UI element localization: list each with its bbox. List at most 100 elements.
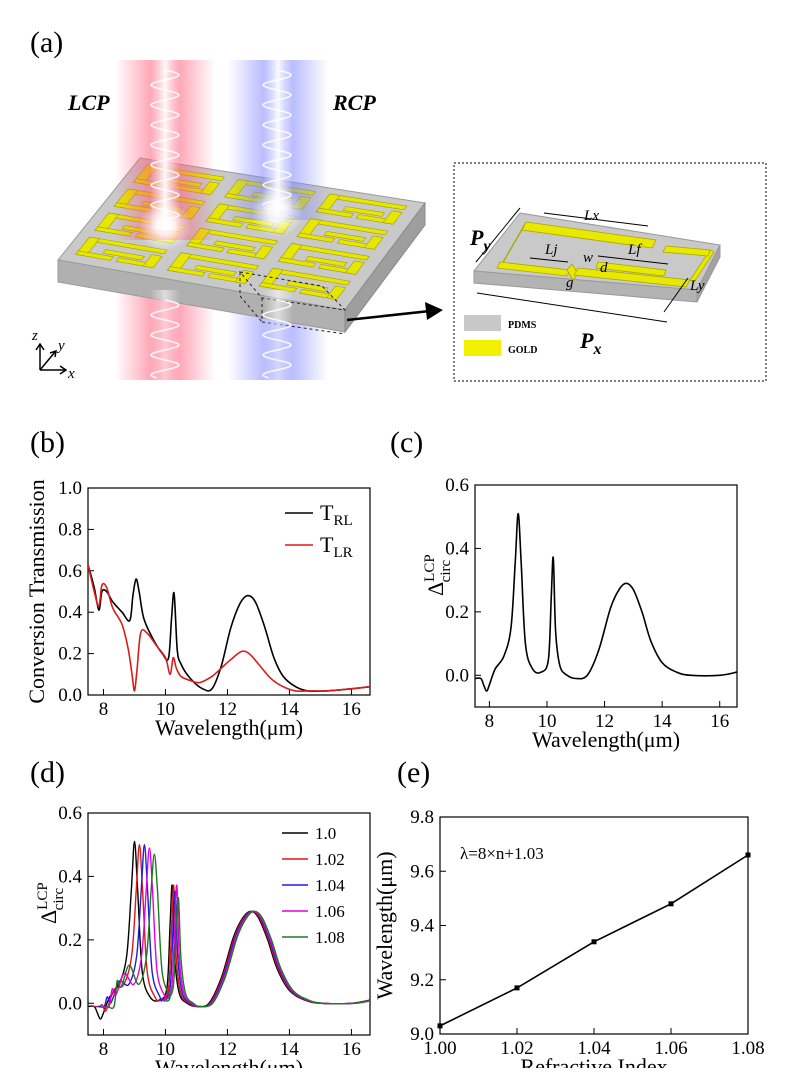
gold-bar bbox=[285, 280, 329, 292]
x-tick-label: 1.02 bbox=[500, 1038, 533, 1059]
gold-bar bbox=[75, 250, 114, 261]
x-tick-label: 16 bbox=[710, 711, 729, 732]
series-line-1-04 bbox=[97, 843, 370, 1008]
x-tick-label: 8 bbox=[99, 699, 109, 720]
legend-label-lr: TLR bbox=[320, 532, 353, 561]
x-tick-label: 1.00 bbox=[423, 1038, 456, 1059]
gold-bar bbox=[296, 232, 336, 243]
x-axis-label: Wavelength(μm) bbox=[155, 715, 303, 740]
plot-frame bbox=[474, 484, 738, 708]
panel-a: (a) LCP RCP bbox=[30, 26, 767, 382]
x-tick-label: 1.08 bbox=[731, 1038, 764, 1059]
x-tick-label: 1.04 bbox=[577, 1038, 611, 1059]
y-tick-label: 0.2 bbox=[58, 644, 82, 665]
gold-bar bbox=[166, 266, 206, 277]
legend-pdms-label: PDMS bbox=[508, 320, 537, 331]
gold-bar bbox=[213, 240, 256, 252]
x-tick-label: 12 bbox=[218, 1039, 237, 1060]
y-tick-label: 0.0 bbox=[58, 993, 82, 1014]
rcp-beam-core-lower bbox=[263, 290, 293, 380]
y-tick-label: 0.8 bbox=[58, 519, 82, 540]
dim-px: Px bbox=[579, 328, 601, 358]
x-tick-label: 14 bbox=[280, 699, 300, 720]
y-tick-label: 0.6 bbox=[445, 475, 469, 496]
dim-g: g bbox=[566, 275, 574, 291]
helix-path bbox=[262, 299, 292, 379]
data-point bbox=[591, 939, 597, 945]
x-tick-label: 16 bbox=[342, 1039, 361, 1060]
series-line-lr bbox=[88, 564, 370, 692]
gold-bar bbox=[194, 265, 237, 277]
zoom-arrow-line bbox=[346, 309, 431, 322]
lcp-label: LCP bbox=[67, 90, 110, 115]
chart-e: 1.00 1.02 1.04 1.06 1.08 9.0 9.2 9.4 9.6 9.8 Refra… bbox=[372, 756, 765, 1073]
gold-bar bbox=[253, 245, 274, 260]
x-tick-label: 12 bbox=[595, 711, 614, 732]
y-tick-label: 0.4 bbox=[445, 538, 469, 559]
data-point bbox=[437, 1023, 443, 1029]
legend-label-1-08: 1.08 bbox=[315, 928, 345, 947]
chart-d: 8 10 12 14 16 0.0 0.2 0.4 0.6 Wavelength(μm) (d) ΔL… bbox=[30, 756, 371, 1073]
y-tick-label: 0.6 bbox=[58, 803, 82, 824]
dim-w: w bbox=[583, 250, 593, 266]
y-tick-label: 0.0 bbox=[445, 665, 469, 686]
y-tick-label: 9.6 bbox=[410, 861, 434, 882]
legend-gold-label: GOLD bbox=[508, 345, 537, 356]
chart-c: 8 10 12 14 16 0.0 0.2 0.4 0.6 Wavelength(μm) (c) ΔL… bbox=[390, 426, 738, 752]
y-tick-label: 9.0 bbox=[410, 1024, 434, 1045]
dim-lx: Lx bbox=[583, 208, 599, 224]
fit-annotation: λ=8×n+1.03 bbox=[460, 844, 544, 863]
panel-label: (c) bbox=[390, 426, 423, 459]
dim-lj: Lj bbox=[544, 242, 558, 258]
lcp-beam-core-lower bbox=[150, 290, 180, 380]
gold-bar bbox=[142, 254, 163, 269]
x-axis-label: Wavelength(μm) bbox=[155, 1055, 303, 1068]
x-tick-label: 8 bbox=[99, 1039, 109, 1060]
gold-bar bbox=[342, 206, 386, 217]
x-tick-label: 10 bbox=[156, 699, 175, 720]
gold-bar bbox=[277, 257, 317, 268]
series-line bbox=[475, 512, 737, 692]
panel-a-label: (a) bbox=[30, 26, 63, 59]
x-tick-label: 14 bbox=[653, 711, 673, 732]
rcp-helix bbox=[262, 69, 292, 379]
data-point bbox=[668, 901, 674, 907]
gold-bar bbox=[382, 210, 403, 225]
y-tick-label: 0.4 bbox=[58, 602, 82, 623]
legend-label-1-0: 1.0 bbox=[315, 824, 336, 843]
gold-bar bbox=[304, 255, 348, 267]
y-tick-label: 9.2 bbox=[410, 970, 434, 991]
gold-bar bbox=[323, 231, 367, 242]
rcp-beam-core bbox=[263, 60, 293, 210]
data-point bbox=[514, 985, 520, 991]
x-tick-label: 16 bbox=[342, 699, 361, 720]
x-tick-label: 8 bbox=[485, 711, 495, 732]
legend-label-1-04: 1.04 bbox=[315, 876, 345, 895]
gold-bar bbox=[258, 282, 298, 293]
x-tick-label: 12 bbox=[218, 699, 237, 720]
y-axis-label: Wavelength(μm) bbox=[372, 851, 397, 999]
axis-z-label: z bbox=[31, 328, 38, 344]
panel-label: (d) bbox=[30, 756, 65, 789]
dim-ly: Ly bbox=[689, 278, 705, 294]
coordinate-axes bbox=[35, 342, 68, 375]
data-point bbox=[745, 852, 751, 858]
panel-label: (b) bbox=[30, 426, 65, 459]
axis-x-label: x bbox=[67, 366, 75, 382]
y-tick-label: 0.0 bbox=[58, 685, 82, 706]
legend-label-1-02: 1.02 bbox=[315, 850, 345, 869]
axis-y-label: y bbox=[56, 338, 65, 354]
x-tick-label: 1.06 bbox=[654, 1038, 687, 1059]
unit-cell-inset: Py Px Lx Ly Lj Lf w d g PDMS GOLD bbox=[453, 162, 767, 382]
y-tick-label: 1.0 bbox=[58, 478, 82, 499]
legend-pdms-swatch bbox=[464, 315, 501, 331]
legend-label-rl: TRL bbox=[320, 500, 353, 529]
gold-bar bbox=[344, 260, 365, 275]
y-tick-label: 0.6 bbox=[58, 561, 82, 582]
y-axis-label: ΔLCPcirc bbox=[35, 882, 67, 924]
helix-path bbox=[150, 69, 180, 221]
plot-frame bbox=[87, 487, 371, 696]
dim-d: d bbox=[600, 260, 608, 276]
y-tick-label: 0.2 bbox=[445, 602, 469, 623]
